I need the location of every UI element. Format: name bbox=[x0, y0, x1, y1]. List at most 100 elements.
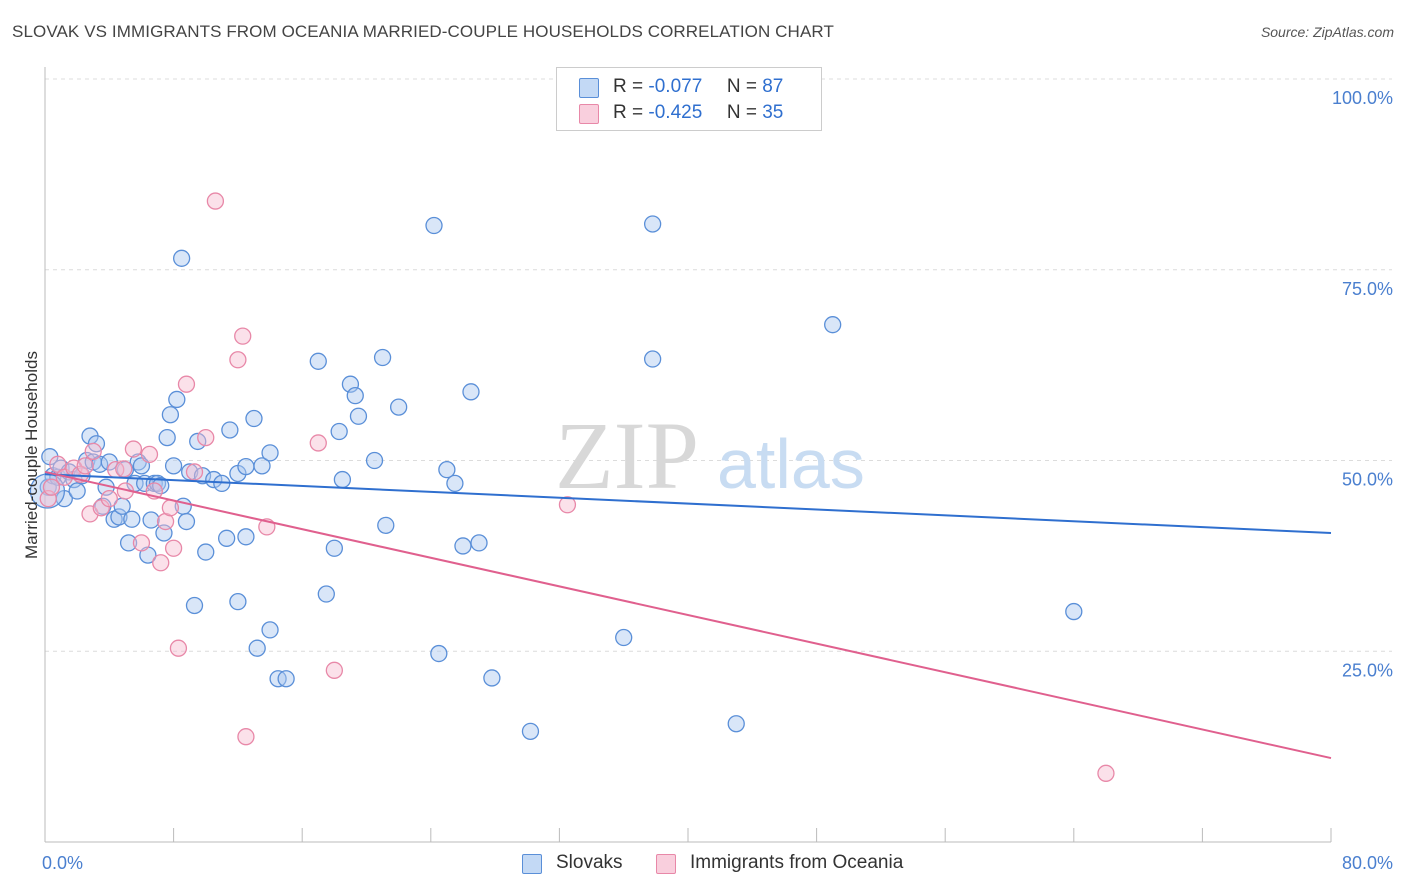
data-point bbox=[100, 489, 118, 508]
data-point bbox=[197, 543, 215, 561]
legend-swatch-pink bbox=[656, 854, 676, 874]
data-point bbox=[161, 406, 180, 424]
legend-n-value: 87 bbox=[762, 76, 784, 97]
trend-line-oceania bbox=[44, 470, 1332, 760]
grid-lines bbox=[45, 78, 1392, 652]
legend-r-label: R = bbox=[613, 76, 644, 97]
watermark-zip: ZIP bbox=[555, 402, 699, 509]
data-point bbox=[470, 534, 488, 552]
legend-swatch-blue bbox=[579, 78, 599, 98]
data-point bbox=[119, 534, 138, 552]
data-point bbox=[172, 249, 191, 267]
data-point bbox=[189, 432, 207, 451]
data-point bbox=[325, 661, 344, 679]
data-point bbox=[309, 352, 327, 370]
chart-title: SLOVAK VS IMMIGRANTS FROM OCEANIA MARRIE… bbox=[12, 22, 834, 41]
data-point bbox=[373, 348, 392, 367]
correlation-legend: R = -0.077 N = 87 R = -0.425 N = 35 bbox=[556, 67, 822, 131]
data-point bbox=[425, 216, 443, 235]
data-point bbox=[84, 442, 102, 460]
data-point bbox=[349, 407, 368, 425]
data-point bbox=[1065, 602, 1083, 621]
legend-swatch-pink bbox=[579, 104, 599, 124]
legend-r-label: R = bbox=[613, 102, 644, 123]
legend-r-value: -0.077 bbox=[648, 76, 703, 97]
y-axis-label: Married-couple Households bbox=[22, 351, 41, 559]
data-point bbox=[333, 470, 352, 489]
x-tick-label: 0.0% bbox=[42, 853, 83, 873]
data-point bbox=[261, 444, 279, 462]
data-point bbox=[140, 445, 159, 464]
data-point bbox=[824, 316, 842, 334]
data-point bbox=[558, 496, 577, 514]
legend-r-value: -0.425 bbox=[648, 102, 703, 123]
data-point bbox=[277, 670, 295, 688]
legend-label-oceania: Immigrants from Oceania bbox=[690, 852, 904, 873]
legend-n-value: 35 bbox=[762, 102, 784, 123]
source-label: Source: ZipAtlas.com bbox=[1260, 24, 1394, 40]
data-point bbox=[454, 537, 472, 555]
data-point bbox=[237, 457, 255, 476]
data-point bbox=[132, 534, 151, 552]
data-point bbox=[68, 482, 86, 500]
data-point bbox=[42, 478, 61, 496]
data-point bbox=[237, 528, 255, 546]
data-point bbox=[389, 398, 408, 416]
watermark-atlas: atlas bbox=[717, 425, 865, 503]
data-point bbox=[169, 639, 188, 657]
y-tick-label: 100.0% bbox=[1332, 88, 1393, 108]
data-point bbox=[446, 474, 464, 493]
data-point bbox=[124, 440, 143, 458]
data-point bbox=[234, 327, 252, 345]
data-point bbox=[76, 457, 94, 475]
data-point bbox=[309, 434, 327, 452]
legend-label-slovaks: Slovaks bbox=[556, 852, 623, 873]
data-point bbox=[177, 512, 196, 531]
legend-n-label: N = bbox=[726, 76, 757, 97]
data-point bbox=[152, 554, 170, 572]
series-oceania bbox=[39, 192, 1115, 782]
data-point bbox=[205, 470, 223, 489]
data-point bbox=[727, 715, 745, 733]
data-point bbox=[161, 499, 180, 517]
data-point bbox=[237, 728, 255, 746]
data-point bbox=[1097, 764, 1115, 782]
data-point bbox=[643, 350, 662, 368]
data-point bbox=[245, 409, 263, 428]
data-point bbox=[615, 628, 633, 647]
data-point bbox=[158, 428, 176, 447]
data-point bbox=[330, 422, 348, 441]
data-point bbox=[164, 539, 183, 557]
tick-labels: 25.0% 50.0% 75.0% 100.0% 0.0% 80.0% bbox=[42, 88, 1393, 873]
axes bbox=[44, 67, 1332, 843]
y-tick-label: 75.0% bbox=[1342, 279, 1393, 299]
data-point bbox=[110, 508, 128, 526]
data-point bbox=[430, 644, 448, 663]
y-tick-label: 50.0% bbox=[1342, 470, 1393, 490]
series-slovaks bbox=[29, 215, 1083, 741]
data-point bbox=[206, 192, 225, 210]
data-point bbox=[229, 351, 247, 369]
trend-lines bbox=[44, 470, 1332, 760]
data-point bbox=[197, 428, 215, 447]
legend-swatch-blue bbox=[522, 854, 542, 874]
data-point bbox=[193, 467, 212, 485]
trend-line-slovaks bbox=[44, 473, 1332, 534]
data-point bbox=[346, 386, 364, 405]
data-point bbox=[229, 593, 247, 611]
watermark: ZIP atlas bbox=[555, 402, 865, 509]
data-point bbox=[142, 511, 160, 529]
data-point bbox=[115, 460, 133, 478]
data-point bbox=[365, 451, 384, 470]
y-tick-label: 25.0% bbox=[1342, 660, 1393, 680]
data-point bbox=[462, 383, 480, 401]
data-point bbox=[248, 639, 266, 657]
data-point bbox=[483, 669, 501, 687]
data-point bbox=[185, 596, 204, 615]
data-point bbox=[317, 585, 335, 603]
x-tick-label: 80.0% bbox=[1342, 853, 1393, 873]
data-point bbox=[177, 375, 196, 393]
data-point bbox=[438, 461, 456, 479]
data-point bbox=[217, 529, 236, 547]
